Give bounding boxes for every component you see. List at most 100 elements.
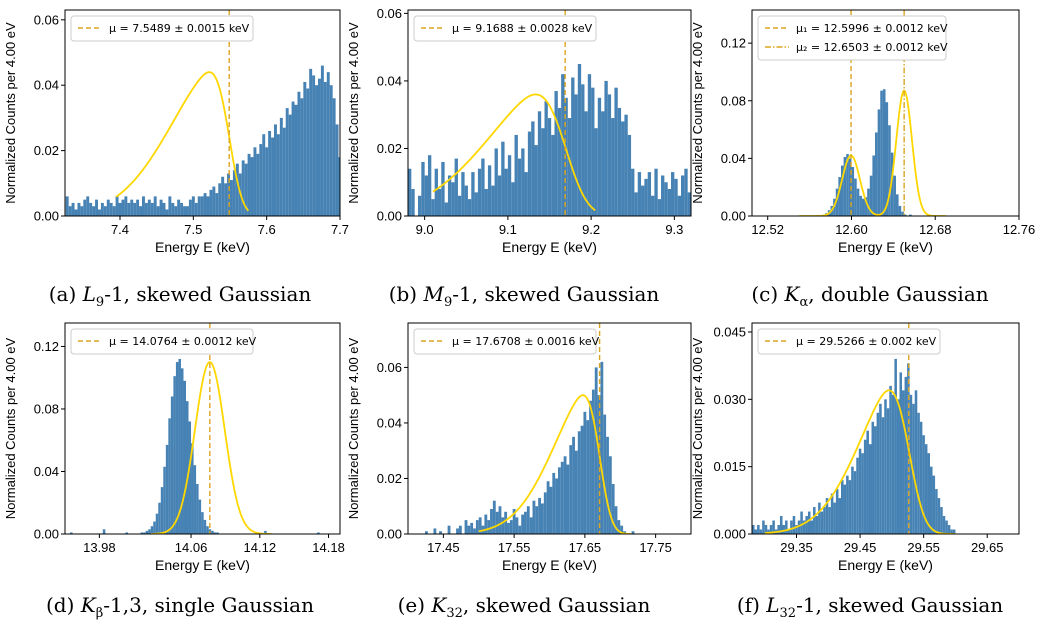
histogram-bar (566, 464, 570, 534)
histogram-bar (868, 444, 872, 534)
plot-area (408, 10, 691, 216)
histogram-bar (160, 487, 164, 534)
histogram-bar (882, 89, 886, 216)
histogram-bar (165, 444, 169, 534)
histogram-bar (563, 456, 567, 534)
histogram-bar (371, 203, 374, 216)
histogram-bar (201, 512, 204, 534)
histogram-bar (127, 202, 131, 216)
histogram-bar (884, 399, 887, 534)
x-tick-label: 7.7 (331, 222, 349, 237)
histogram-bar (785, 520, 788, 534)
y-tick-label: 0.015 (713, 459, 746, 474)
histogram-bar (557, 107, 562, 216)
histogram-bar (501, 141, 505, 216)
histogram-bar (606, 436, 609, 534)
plot-area (799, 10, 946, 216)
histogram-bar (779, 516, 783, 534)
y-tick-label: 0.04 (34, 464, 59, 479)
histogram-bar (597, 395, 601, 534)
histogram-bar (421, 161, 425, 216)
histogram-bar (869, 175, 873, 216)
histogram-bar (150, 202, 154, 216)
histogram-bar (524, 172, 528, 216)
histogram-bar (624, 114, 628, 216)
histogram-bar (532, 500, 536, 534)
histogram-bar (677, 195, 682, 216)
y-tick-label: 0.04 (34, 78, 59, 93)
legend-frame (757, 328, 941, 355)
histogram-bar (415, 206, 418, 216)
histogram-bar (617, 520, 621, 534)
histogram-bar (580, 425, 584, 534)
histogram-bar (583, 411, 587, 534)
histogram-bar (143, 532, 146, 534)
histogram-bar (317, 532, 320, 534)
histogram-bar (309, 68, 313, 216)
y-tick-label: 0.12 (721, 36, 746, 51)
histogram-bar (356, 206, 359, 216)
caption-e: (e) K32, skewed Gaussian (397, 593, 651, 621)
histogram-bar (487, 520, 491, 534)
histogram-bar (424, 531, 428, 534)
histogram-bar (537, 111, 542, 216)
histogram-bar (828, 507, 831, 534)
histogram-bar (170, 396, 174, 534)
y-tick-label: 0.00 (34, 209, 59, 224)
histogram-bar (518, 525, 522, 534)
legend-text: μ = 29.5266 ± 0.002 keV (796, 335, 937, 348)
fit-curve (799, 89, 946, 216)
histogram-bar (521, 514, 525, 534)
histogram-bar (854, 178, 857, 216)
histogram-bar (813, 507, 816, 534)
histogram-bar (567, 118, 572, 216)
y-axis-label: Normalized Counts per 4.00 eV (690, 337, 705, 519)
legend-frame (70, 328, 254, 355)
histogram-bar (232, 170, 236, 216)
panel-d: 13.98 14.06 14.12 14.18 0.00 0.04 0.08 0.12 Ener… (3, 322, 345, 573)
histogram-bar (464, 185, 468, 216)
histogram-bar (820, 511, 824, 534)
histogram-bar (218, 183, 222, 216)
histogram-bar (203, 193, 207, 216)
histogram-bar (474, 192, 478, 216)
histogram-bar (65, 196, 69, 216)
x-tick-label: 12.76 (1003, 222, 1036, 237)
histogram-bar (458, 525, 462, 534)
histogram-bar (823, 507, 826, 534)
histogram-bar (769, 525, 773, 534)
histogram-bar (861, 198, 865, 216)
axes-frame (407, 322, 692, 535)
histogram-bar (591, 389, 595, 534)
histogram-bar (326, 72, 330, 216)
histogram-bar (889, 385, 892, 534)
y-tick-label: 0.04 (377, 73, 402, 88)
histogram-bar (250, 157, 254, 216)
histogram-bar (896, 399, 900, 534)
histogram-bar (471, 172, 475, 216)
histogram-bar (125, 532, 129, 534)
histogram-bar (762, 520, 765, 534)
histogram-bar (159, 199, 163, 216)
histogram-bar (922, 435, 925, 534)
histogram-bar (498, 506, 502, 534)
histogram-bar (494, 148, 498, 216)
histogram-bar (403, 196, 406, 216)
axes-frame (64, 322, 341, 535)
histogram-bar (555, 478, 558, 534)
histogram-bar (318, 78, 321, 216)
fit-curve (432, 93, 596, 212)
histogram-bar (162, 202, 166, 216)
x-tick-label: 17.55 (498, 540, 531, 555)
histogram-bar (175, 362, 179, 534)
histogram-bar (885, 102, 889, 216)
histogram-bar (230, 180, 233, 216)
histogram-bar (124, 196, 128, 216)
histogram-bar (752, 525, 755, 534)
legend-text: μ₂ = 12.6503 ± 0.0012 keV (796, 41, 948, 54)
histogram-bar (447, 175, 452, 216)
histogram-bar (600, 361, 604, 534)
histogram-bar (757, 525, 760, 534)
histogram-bar (594, 367, 598, 534)
histogram-bar (927, 453, 930, 534)
